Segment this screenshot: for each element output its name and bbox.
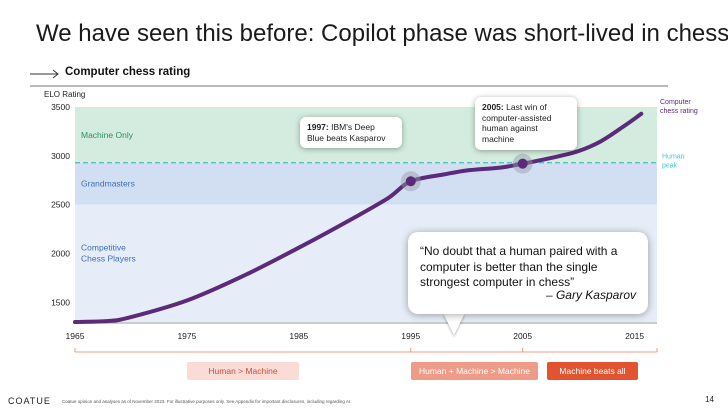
y-tick-1500: 1500 <box>51 297 70 307</box>
page-title: We have seen this before: Copilot phase … <box>36 20 728 47</box>
chart-subtitle-row: Computer chess rating <box>30 66 670 84</box>
y-tick-3500: 3500 <box>51 102 70 112</box>
callout-1997-line2: Blue beats Kasparov <box>307 132 386 143</box>
coatue-logo: COATUE <box>8 396 51 406</box>
chart-title: Computer chess rating <box>65 66 191 78</box>
footnote: Coatue opinion and analyses as of Novemb… <box>62 399 352 404</box>
series-label-1: chess rating <box>660 108 698 115</box>
callout-2005-line3: human against machine <box>482 123 538 144</box>
quote-tail <box>443 313 465 335</box>
y-tick-3000: 3000 <box>51 151 70 161</box>
callout-1997: 1997: IBM's Deep Blue beats Kasparov <box>300 117 402 149</box>
quote-box: “No doubt that a human paired with a com… <box>408 232 648 314</box>
y-tick-2500: 2500 <box>51 200 70 210</box>
highlight-dot-0 <box>405 176 416 187</box>
phase-machine-beats-all: Machine beats all <box>547 362 638 380</box>
highlight-dot-1 <box>517 158 528 169</box>
callout-2005-year: 2005: <box>482 102 504 112</box>
y-tick-2000: 2000 <box>51 249 70 259</box>
series-label-0: Computer <box>660 99 691 106</box>
phase-human-beats-machine: Human > Machine <box>187 362 299 380</box>
callout-1997-year: 1997: <box>307 122 329 132</box>
callout-2005-line2: computer-assisted <box>482 112 552 123</box>
x-tick-2015: 2015 <box>625 331 644 341</box>
quote-author: – Gary Kasparov <box>545 288 636 302</box>
band-1 <box>75 162 657 205</box>
callout-2005-line1: Last win of <box>506 102 547 112</box>
x-tick-1995: 1995 <box>401 331 420 341</box>
band-label-0-0: Machine Only <box>81 130 134 140</box>
quote-text: “No doubt that a human paired with a com… <box>420 244 618 290</box>
arrow-right-icon <box>30 69 59 79</box>
page-number: 14 <box>705 395 714 404</box>
x-tick-2005: 2005 <box>513 331 532 341</box>
band-label-1-0: Grandmasters <box>81 179 135 189</box>
x-tick-1965: 1965 <box>66 331 85 341</box>
x-tick-1975: 1975 <box>177 331 196 341</box>
human-peak-label-0: Human <box>662 154 685 161</box>
band-label-2-0: Competitive <box>81 243 126 253</box>
band-label-2-1: Chess Players <box>81 254 136 264</box>
y-axis-label: ELO Rating <box>44 90 85 99</box>
phase-human-plus-machine: Human + Machine > Machine <box>411 362 538 380</box>
series-line-computer-rating <box>73 111 644 324</box>
callout-1997-line1: IBM's Deep <box>331 122 375 132</box>
x-tick-1985: 1985 <box>289 331 308 341</box>
human-peak-label-1: peak <box>662 163 678 170</box>
callout-2005: 2005: Last win of computer-assisted huma… <box>475 97 577 150</box>
